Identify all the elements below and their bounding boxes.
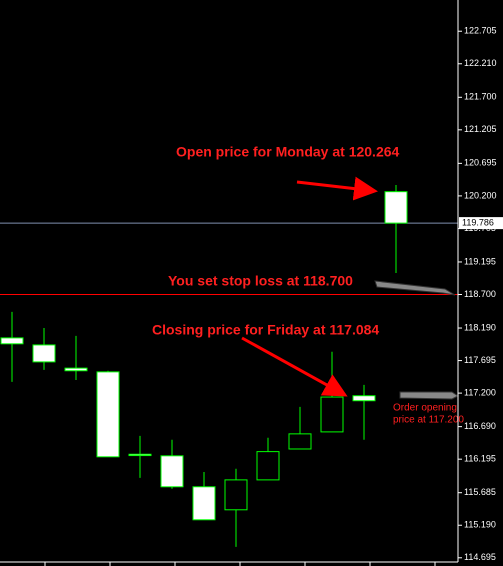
candle-body	[160, 455, 184, 488]
arrow	[374, 280, 456, 296]
annotation: Order opening	[393, 403, 457, 414]
candle-body	[128, 453, 152, 457]
y-tick-label: 121.700	[464, 92, 497, 102]
y-tick-label: 114.695	[464, 552, 496, 562]
candle-body	[192, 486, 216, 521]
arrow	[399, 391, 459, 400]
candle-body	[64, 367, 88, 372]
price-label: 119.786	[462, 217, 494, 227]
y-tick-label: 117.200	[464, 387, 496, 397]
y-tick-label: 116.690	[464, 421, 496, 431]
y-tick-label: 116.195	[464, 454, 496, 464]
y-tick-label: 120.695	[464, 158, 497, 168]
y-tick-label: 119.195	[464, 256, 496, 266]
y-tick-label: 115.685	[464, 487, 496, 497]
candle-body	[96, 371, 120, 458]
candle-body	[224, 479, 248, 511]
candle-body	[384, 191, 408, 224]
candle-body	[256, 451, 280, 481]
annotation: Open price for Monday at 120.264	[176, 144, 400, 160]
candle-body	[320, 396, 344, 433]
annotation: You set stop loss at 118.700	[168, 273, 353, 289]
candle-body	[352, 395, 376, 402]
annotation: price at 117.200	[393, 415, 464, 426]
arrow	[296, 176, 378, 201]
y-tick-label: 121.205	[464, 124, 497, 134]
y-tick-label: 122.210	[464, 58, 497, 68]
y-tick-label: 120.200	[464, 190, 497, 200]
y-tick-label: 118.190	[464, 322, 496, 332]
arrow	[241, 336, 348, 397]
y-tick-label: 118.700	[464, 289, 496, 299]
candle-body	[0, 337, 24, 345]
candle-body	[288, 433, 312, 450]
annotation: Closing price for Friday at 117.084	[152, 322, 379, 338]
y-tick-label: 122.705	[464, 26, 497, 36]
y-tick-label: 117.695	[464, 355, 496, 365]
candle-body	[32, 344, 56, 363]
price-label-box	[459, 217, 503, 230]
y-tick-label: 115.190	[464, 520, 496, 530]
